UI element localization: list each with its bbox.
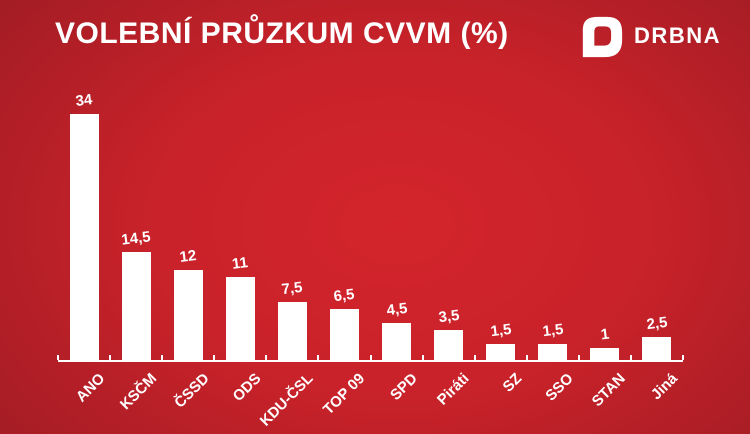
bar xyxy=(590,347,620,360)
x-axis-label: SSO xyxy=(542,370,577,405)
x-axis-label: TOP 09 xyxy=(320,370,369,419)
bar xyxy=(225,276,255,360)
bar xyxy=(121,252,151,360)
x-axis-line xyxy=(58,360,683,362)
drbna-logo-text: DRBNA xyxy=(634,23,721,48)
bar xyxy=(434,330,464,360)
axis-tick xyxy=(369,355,372,360)
axis-tick xyxy=(265,355,268,360)
bar xyxy=(642,337,672,360)
axis-tick xyxy=(57,355,59,360)
axis-tick xyxy=(525,355,528,360)
axis-tick xyxy=(109,355,112,360)
bar xyxy=(173,269,203,360)
x-axis-label: SZ xyxy=(499,370,525,396)
drbna-speech-bubble-icon xyxy=(579,13,625,59)
bar-value-label: 14,5 xyxy=(120,228,152,249)
x-axis-label: ODS xyxy=(229,370,265,406)
bar xyxy=(538,344,568,360)
bar xyxy=(382,323,412,360)
bar xyxy=(329,308,359,360)
bar xyxy=(69,113,99,360)
x-axis-label: Piráti xyxy=(434,370,473,409)
axis-tick xyxy=(577,355,580,360)
x-axis-label: ČSSD xyxy=(170,370,213,412)
bar xyxy=(486,344,516,360)
chart-title: VOLEBNÍ PRŮZKUM CVVM (%) xyxy=(55,17,509,50)
bar-value-label: 2,5 xyxy=(645,314,669,334)
x-axis-label: KDU-ČSL xyxy=(256,370,317,430)
bar-value-label: 34 xyxy=(74,90,94,110)
x-axis-label: KSČM xyxy=(116,370,161,414)
axis-tick xyxy=(629,355,632,360)
x-axis-label: ANO xyxy=(72,370,109,406)
bar xyxy=(277,301,307,360)
x-axis-label: SPD xyxy=(386,370,421,404)
axis-tick xyxy=(682,355,684,360)
axis-tick xyxy=(161,355,164,360)
axis-tick xyxy=(473,355,476,360)
x-axis-label: Jiná xyxy=(647,370,681,404)
axis-tick xyxy=(421,355,424,360)
drbna-logo: DRBNA xyxy=(579,13,721,59)
axis-tick xyxy=(213,355,216,360)
x-axis-label: STAN xyxy=(588,370,629,411)
axis-tick xyxy=(317,355,320,360)
